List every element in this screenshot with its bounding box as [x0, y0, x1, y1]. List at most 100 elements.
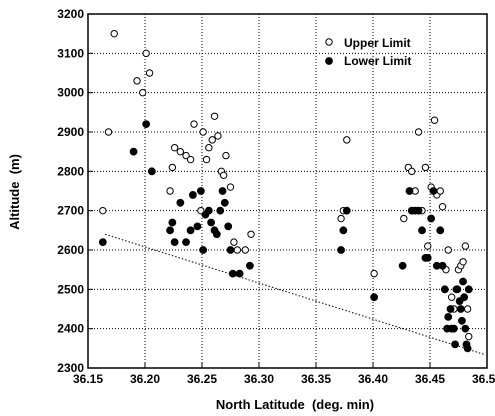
data-point-upper-limit	[182, 151, 190, 160]
data-point-lower-limit	[129, 147, 138, 156]
y-axis-title: Altitude (m)	[7, 154, 22, 230]
data-point-lower-limit	[216, 206, 225, 215]
x-tick-label: 36.50	[472, 372, 495, 386]
data-point-upper-limit	[400, 214, 408, 223]
data-point-lower-limit	[339, 226, 348, 235]
data-point-upper-limit	[430, 116, 439, 124]
data-point-lower-limit	[207, 218, 216, 227]
data-point-lower-limit	[370, 293, 379, 302]
data-point-lower-limit	[245, 261, 254, 270]
data-point-upper-limit	[104, 128, 113, 136]
data-point-lower-limit	[218, 187, 227, 195]
data-points-layer	[98, 29, 473, 353]
legend: Upper Limit Lower Limit	[325, 36, 411, 68]
data-point-lower-limit	[228, 269, 237, 278]
y-tick-label: 2300	[57, 361, 84, 375]
data-point-lower-limit	[98, 238, 107, 247]
data-point-lower-limit	[182, 238, 190, 247]
data-point-lower-limit	[193, 222, 202, 231]
y-tick-label: 2800	[57, 164, 84, 178]
legend-label-lower-limit: Lower Limit	[344, 54, 411, 68]
y-tick-label: 2400	[57, 322, 84, 336]
data-point-lower-limit	[166, 226, 174, 235]
data-point-lower-limit	[414, 206, 423, 215]
data-point-lower-limit	[444, 312, 453, 321]
data-point-upper-limit	[110, 29, 118, 38]
data-point-upper-limit	[447, 293, 456, 301]
data-point-lower-limit	[460, 293, 469, 302]
data-point-upper-limit	[461, 242, 470, 250]
data-point-lower-limit	[453, 285, 462, 294]
data-point-upper-limit	[247, 230, 255, 238]
data-point-lower-limit	[226, 246, 235, 254]
data-point-lower-limit	[188, 191, 197, 199]
plot-frame	[87, 13, 488, 369]
data-point-upper-limit	[145, 69, 154, 77]
data-point-upper-limit	[133, 77, 141, 85]
data-point-upper-limit	[190, 120, 198, 128]
data-point-upper-limit	[210, 112, 219, 120]
data-point-lower-limit	[176, 198, 185, 207]
grid-layer	[87, 13, 488, 369]
data-point-upper-limit	[337, 214, 345, 223]
data-point-lower-limit	[142, 120, 151, 129]
data-point-upper-limit	[99, 206, 107, 215]
data-point-upper-limit	[230, 238, 238, 246]
data-point-lower-limit	[423, 253, 432, 262]
x-tick-label: 36.20	[130, 372, 160, 386]
data-point-lower-limit	[235, 269, 244, 278]
data-point-upper-limit	[421, 163, 430, 172]
data-point-lower-limit	[168, 218, 177, 227]
data-point-lower-limit	[459, 277, 467, 286]
legend-marker-lower-limit	[325, 57, 333, 65]
data-point-upper-limit	[370, 269, 378, 278]
data-point-upper-limit	[241, 246, 250, 254]
data-point-upper-limit	[205, 144, 213, 152]
data-point-lower-limit	[436, 226, 445, 235]
x-tick-label: 36.15	[73, 372, 103, 386]
data-point-upper-limit	[408, 167, 416, 176]
x-tick-label: 36.40	[358, 372, 388, 386]
data-point-lower-limit	[220, 198, 229, 207]
data-point-lower-limit	[212, 230, 221, 239]
data-point-lower-limit	[440, 285, 449, 294]
y-tick-label: 2600	[57, 243, 84, 257]
data-point-upper-limit	[222, 151, 230, 160]
data-point-lower-limit	[196, 187, 205, 195]
data-point-lower-limit	[446, 305, 455, 313]
data-point-lower-limit	[464, 285, 473, 294]
y-tick-label: 2900	[57, 125, 84, 139]
data-point-upper-limit	[436, 187, 444, 195]
data-point-lower-limit	[461, 324, 470, 333]
data-point-upper-limit	[444, 246, 452, 254]
data-point-upper-limit	[168, 163, 177, 172]
data-point-upper-limit	[219, 171, 228, 179]
data-point-lower-limit	[405, 187, 414, 195]
data-point-upper-limit	[186, 155, 195, 164]
reference-trend-line	[104, 233, 484, 355]
data-point-lower-limit	[342, 206, 351, 215]
legend-marker-upper-limit	[325, 38, 333, 46]
y-tick-label: 3000	[57, 86, 84, 100]
x-axis-title: North Latitude (deg. min)	[216, 397, 374, 412]
data-point-lower-limit	[186, 226, 195, 235]
data-point-lower-limit	[450, 324, 458, 333]
data-point-upper-limit	[176, 147, 185, 156]
data-point-upper-limit	[424, 242, 432, 250]
y-tick-label: 3200	[57, 7, 84, 21]
data-point-lower-limit	[451, 340, 459, 349]
data-point-upper-limit	[208, 136, 216, 144]
data-point-upper-limit	[414, 128, 423, 136]
data-point-upper-limit	[214, 132, 222, 140]
data-point-upper-limit	[463, 305, 472, 313]
data-point-upper-limit	[142, 49, 150, 58]
data-point-upper-limit	[170, 144, 179, 152]
data-point-lower-limit	[456, 305, 465, 313]
data-point-upper-limit	[233, 246, 242, 254]
data-point-lower-limit	[429, 187, 438, 195]
data-point-upper-limit	[226, 183, 235, 191]
data-point-lower-limit	[337, 246, 345, 254]
data-point-upper-limit	[465, 332, 473, 341]
data-point-lower-limit	[458, 316, 466, 325]
